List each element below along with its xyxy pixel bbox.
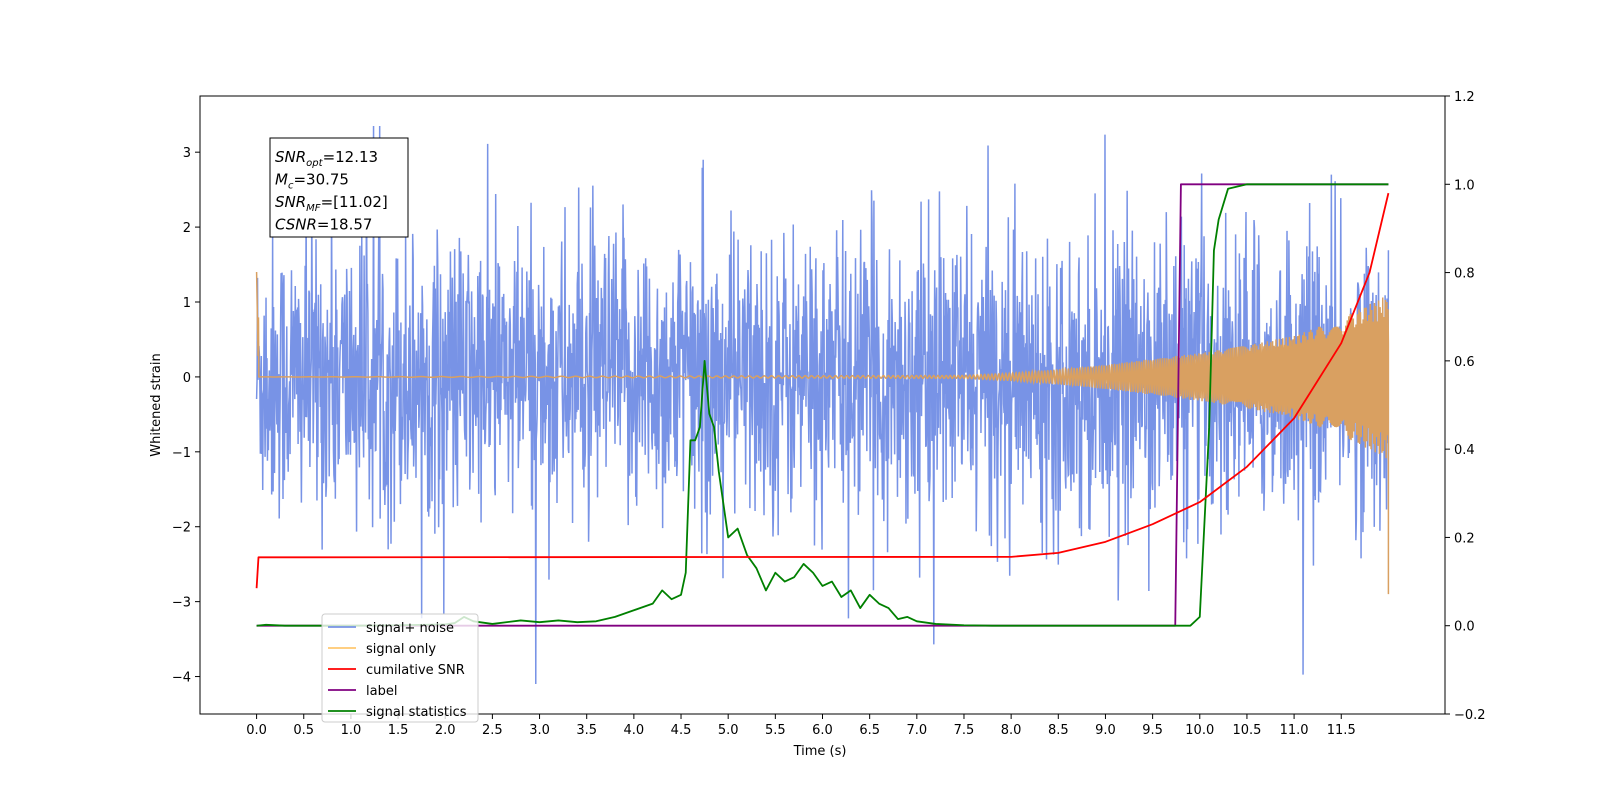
legend-label: signal statistics [366,705,467,720]
y-tick-label-left: −2 [172,521,191,536]
x-tick-label: 8.5 [1048,723,1069,738]
y-axis-left: 3 2 1 0 −1 −2 −3 −4 [172,146,200,686]
x-tick-label: 5.0 [718,723,739,738]
y-tick-label-left: 3 [183,146,191,161]
legend-label: label [366,684,397,699]
signal-noise-line [255,125,1390,685]
right-axis-series [255,183,1390,627]
legend-label: signal only [366,642,436,657]
y-tick-label-right: 0.8 [1454,267,1475,282]
annotation-line: Mc=30.75 [275,171,349,192]
x-tick-label: 7.5 [954,723,975,738]
x-tick-label: 4.5 [671,723,692,738]
x-axis: 0.0 0.5 1.0 1.5 2.0 2.5 3.0 3.5 4.0 4.5 5.0 5.5 6.0 6… [246,714,1356,738]
x-tick-label: 2.0 [435,723,456,738]
x-tick-label: 6.0 [812,723,833,738]
x-tick-label: 2.5 [482,723,503,738]
x-tick-label: 1.0 [341,723,362,738]
y-axis-right: 1.2 1.0 0.8 0.6 0.4 0.2 0.0 −0.2 [1445,90,1486,723]
x-tick-label: 11.0 [1280,723,1309,738]
y-tick-label-right: 0.0 [1454,620,1475,635]
y-tick-label-left: −4 [172,671,191,686]
x-tick-label: 3.5 [576,723,597,738]
y-tick-label-right: 0.4 [1454,443,1475,458]
signal-only-series [255,272,1390,595]
legend-label: signal+ noise [366,621,454,636]
annotation-line: SNRopt=12.13 [275,148,378,169]
y-tick-label-left: 2 [183,221,191,236]
y-tick-label-left: −1 [172,446,191,461]
x-tick-label: 9.5 [1142,723,1163,738]
x-tick-label: 9.0 [1095,723,1116,738]
x-tick-label: 6.5 [859,723,880,738]
x-tick-label: 1.5 [388,723,409,738]
annotation-line: SNRMF=[11.02] [275,193,388,214]
y-tick-label-left: 0 [183,371,191,386]
y-tick-label-right: 1.0 [1454,178,1475,193]
y-tick-label-left: 1 [183,296,191,311]
y-tick-label-right: 1.2 [1454,90,1475,105]
x-tick-label: 8.0 [1001,723,1022,738]
x-tick-label: 11.5 [1327,723,1356,738]
signal-only-line [255,272,1390,595]
signal-statistics-line [256,183,1389,627]
x-tick-label: 0.5 [293,723,314,738]
legend-frame [321,613,479,723]
y-tick-label-right: −0.2 [1454,708,1486,723]
legend-label: cumilative SNR [366,663,465,678]
x-tick-label: 3.0 [529,723,550,738]
x-axis-label: Time (s) [793,744,847,759]
legend: signal+ noise signal only cumilative SNR la… [321,613,479,723]
x-tick-label: 0.0 [246,723,267,738]
annotation-line: CSNR=18.57 [275,216,372,234]
annotation-frame [269,137,409,238]
cumulative-snr-line [255,192,1390,589]
y-tick-label-left: −3 [172,596,191,611]
x-tick-label: 5.5 [765,723,786,738]
x-tick-label: 10.0 [1185,723,1214,738]
x-tick-label: 10.5 [1232,723,1261,738]
y-tick-label-right: 0.2 [1454,531,1475,546]
x-tick-label: 4.0 [624,723,645,738]
y-axis-label: Whitened strain [149,353,164,456]
x-tick-label: 7.0 [906,723,927,738]
y-tick-label-right: 0.6 [1454,355,1475,370]
signal-noise-series [255,125,1390,685]
